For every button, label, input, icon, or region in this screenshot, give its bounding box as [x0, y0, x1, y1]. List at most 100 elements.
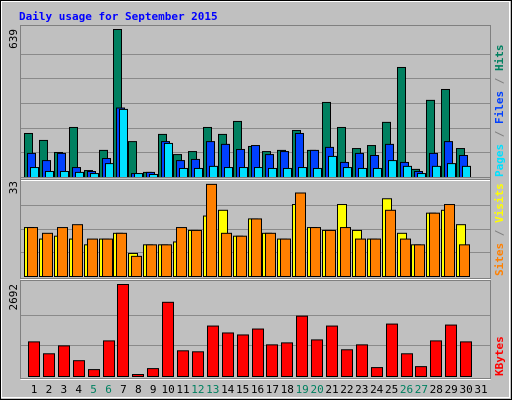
- bar: [194, 167, 203, 178]
- bar: [415, 366, 427, 377]
- x-tick-label: 11: [176, 383, 189, 396]
- legend: KBytes: [493, 336, 506, 376]
- bar: [386, 323, 398, 378]
- x-tick-label: 10: [161, 383, 174, 396]
- legend-entry: Pages: [493, 144, 506, 177]
- x-tick-label: 22: [340, 383, 353, 396]
- bar: [237, 334, 249, 377]
- x-tick-label: 15: [236, 383, 249, 396]
- bar: [30, 167, 39, 179]
- legend-entry: Files: [493, 91, 506, 124]
- bar: [147, 368, 159, 378]
- bar: [176, 227, 187, 277]
- bar: [117, 284, 129, 377]
- bar: [162, 301, 174, 378]
- bar: [60, 170, 69, 178]
- y-tick-label: 2692: [7, 284, 20, 311]
- x-tick-label: 28: [430, 383, 443, 396]
- bar: [75, 171, 84, 179]
- bar: [432, 165, 441, 178]
- bar: [356, 344, 368, 377]
- bar: [430, 340, 442, 378]
- bar: [105, 163, 114, 178]
- bar: [462, 165, 471, 178]
- bar: [429, 212, 440, 278]
- bar: [90, 173, 99, 178]
- bar: [103, 340, 115, 378]
- x-tick-label: 20: [310, 383, 323, 396]
- y-tick-label: 33: [7, 181, 20, 194]
- legend-entry: Sites: [493, 243, 506, 276]
- bar: [161, 244, 172, 277]
- bar: [343, 167, 352, 179]
- bar: [209, 165, 218, 178]
- bar: [177, 350, 189, 377]
- x-tick-label: 29: [445, 383, 458, 396]
- bar: [325, 229, 336, 277]
- legend: Sites / Visits: [493, 183, 506, 276]
- bar: [88, 369, 100, 378]
- bar: [131, 255, 142, 277]
- bar: [417, 173, 426, 178]
- x-tick-label: 21: [325, 383, 338, 396]
- legend-entry: Visits: [493, 183, 506, 223]
- bar: [254, 167, 263, 179]
- bar: [207, 325, 219, 378]
- bar: [164, 142, 173, 178]
- x-tick-label: 2: [46, 383, 53, 396]
- x-tick-label: 30: [459, 383, 472, 396]
- bar: [57, 227, 68, 277]
- bar: [444, 204, 455, 277]
- bar: [132, 374, 144, 377]
- legend-separator: /: [493, 124, 506, 144]
- legend-entry: KBytes: [493, 336, 506, 376]
- x-tick-label: 4: [75, 383, 82, 396]
- bar: [28, 341, 40, 377]
- bar: [447, 163, 456, 178]
- panel-frame: [20, 280, 491, 379]
- bar: [192, 351, 204, 377]
- chart-title: Daily usage for September 2015: [19, 10, 218, 23]
- bar: [72, 224, 83, 278]
- bar: [459, 244, 470, 277]
- bar: [222, 332, 234, 378]
- x-tick-label: 31: [474, 383, 487, 396]
- bar: [397, 66, 406, 178]
- bar: [414, 244, 425, 277]
- bar: [388, 160, 397, 178]
- x-tick-label: 13: [206, 383, 219, 396]
- x-tick-label: 19: [296, 383, 309, 396]
- bar: [58, 345, 70, 378]
- bar: [445, 324, 457, 378]
- bar: [119, 108, 128, 178]
- bar: [373, 167, 382, 178]
- bar: [311, 339, 323, 378]
- bar: [43, 353, 55, 378]
- bar: [313, 167, 322, 178]
- bar: [310, 227, 321, 277]
- bar: [116, 232, 127, 277]
- bar: [191, 229, 202, 277]
- bar: [42, 232, 53, 277]
- legend-separator: /: [493, 71, 506, 91]
- x-tick-label: 1: [31, 383, 38, 396]
- bar: [73, 360, 85, 377]
- bar: [27, 227, 38, 277]
- panel-frame: [20, 177, 491, 279]
- bar: [221, 232, 232, 277]
- bar: [403, 165, 412, 178]
- x-tick-label: 12: [191, 383, 204, 396]
- x-tick-label: 14: [221, 383, 235, 396]
- bar: [280, 238, 291, 278]
- bar: [340, 227, 351, 277]
- bar: [460, 341, 472, 377]
- panel-frame: [20, 25, 491, 180]
- bar: [128, 141, 137, 179]
- bar: [134, 173, 143, 178]
- bar: [268, 167, 277, 178]
- x-tick-label: 7: [120, 383, 127, 396]
- bar: [295, 192, 306, 277]
- bar: [370, 238, 381, 278]
